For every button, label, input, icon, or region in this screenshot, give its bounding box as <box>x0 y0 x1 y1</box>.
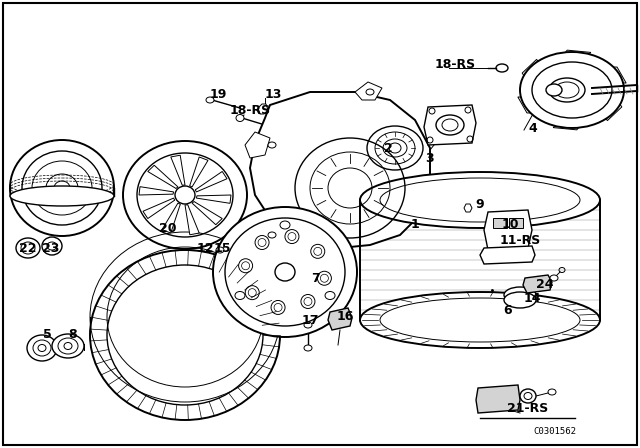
Polygon shape <box>599 67 626 83</box>
Ellipse shape <box>54 181 70 195</box>
Polygon shape <box>522 59 542 85</box>
Text: 22: 22 <box>19 241 36 254</box>
Ellipse shape <box>304 322 312 328</box>
Polygon shape <box>557 50 591 62</box>
Text: 16: 16 <box>336 310 354 323</box>
Ellipse shape <box>123 141 247 249</box>
Ellipse shape <box>90 250 280 420</box>
Polygon shape <box>355 82 382 100</box>
Polygon shape <box>518 97 545 113</box>
Text: 23: 23 <box>42 241 60 254</box>
Ellipse shape <box>206 97 214 103</box>
Text: 9: 9 <box>476 198 484 211</box>
Polygon shape <box>328 308 352 330</box>
Ellipse shape <box>16 238 40 258</box>
Bar <box>493 218 507 228</box>
Polygon shape <box>424 105 476 145</box>
Polygon shape <box>480 246 535 264</box>
Ellipse shape <box>520 389 536 403</box>
Text: 5: 5 <box>43 328 51 341</box>
Polygon shape <box>602 95 622 121</box>
Ellipse shape <box>550 275 558 281</box>
Text: 8: 8 <box>68 328 77 341</box>
Ellipse shape <box>216 247 224 253</box>
Ellipse shape <box>213 207 357 337</box>
Polygon shape <box>192 202 222 225</box>
Ellipse shape <box>520 52 624 128</box>
Ellipse shape <box>304 345 312 351</box>
Ellipse shape <box>549 78 585 102</box>
Text: 6: 6 <box>504 303 512 316</box>
Polygon shape <box>248 225 270 248</box>
Polygon shape <box>189 157 208 187</box>
Text: 14: 14 <box>524 292 541 305</box>
Polygon shape <box>171 155 185 185</box>
Text: 15: 15 <box>213 241 231 254</box>
Ellipse shape <box>27 335 57 361</box>
Text: 10: 10 <box>501 219 519 232</box>
Polygon shape <box>143 198 175 219</box>
Polygon shape <box>196 195 231 203</box>
Ellipse shape <box>268 232 276 238</box>
Text: 11-RS: 11-RS <box>499 233 541 246</box>
Ellipse shape <box>504 287 536 303</box>
Polygon shape <box>476 385 520 413</box>
Text: 18-RS: 18-RS <box>435 59 476 72</box>
Polygon shape <box>245 132 270 158</box>
Text: C0301562: C0301562 <box>534 427 577 436</box>
Text: 20: 20 <box>159 221 177 234</box>
Text: 4: 4 <box>529 121 538 134</box>
Bar <box>509 218 523 228</box>
Polygon shape <box>250 92 430 248</box>
Ellipse shape <box>268 142 276 148</box>
Text: 1: 1 <box>411 219 419 232</box>
Polygon shape <box>162 203 180 233</box>
Ellipse shape <box>366 89 374 95</box>
Ellipse shape <box>367 126 423 170</box>
Polygon shape <box>484 210 532 250</box>
Ellipse shape <box>360 292 600 348</box>
Ellipse shape <box>52 334 84 358</box>
Text: 24: 24 <box>536 279 554 292</box>
Text: 19: 19 <box>209 89 227 102</box>
Ellipse shape <box>436 115 464 135</box>
Text: 12: 12 <box>196 241 214 254</box>
Polygon shape <box>258 104 268 114</box>
Polygon shape <box>553 118 586 130</box>
Ellipse shape <box>275 263 295 281</box>
Text: 3: 3 <box>426 151 435 164</box>
Text: 2: 2 <box>383 142 392 155</box>
Ellipse shape <box>236 115 244 121</box>
Ellipse shape <box>380 298 580 342</box>
Ellipse shape <box>42 237 62 255</box>
Text: 13: 13 <box>264 89 282 102</box>
Polygon shape <box>185 205 199 235</box>
Ellipse shape <box>10 140 114 236</box>
Text: 7: 7 <box>310 271 319 284</box>
Ellipse shape <box>10 186 114 206</box>
Polygon shape <box>523 275 552 293</box>
Text: 18-RS: 18-RS <box>229 103 271 116</box>
Polygon shape <box>148 165 178 189</box>
Text: 17: 17 <box>301 314 319 327</box>
Ellipse shape <box>360 172 600 228</box>
Ellipse shape <box>496 64 508 72</box>
Ellipse shape <box>546 84 562 96</box>
Polygon shape <box>139 187 173 195</box>
Polygon shape <box>195 172 227 192</box>
Text: 21-RS: 21-RS <box>508 401 548 414</box>
Ellipse shape <box>504 292 536 308</box>
Ellipse shape <box>175 186 195 204</box>
Polygon shape <box>464 204 472 212</box>
